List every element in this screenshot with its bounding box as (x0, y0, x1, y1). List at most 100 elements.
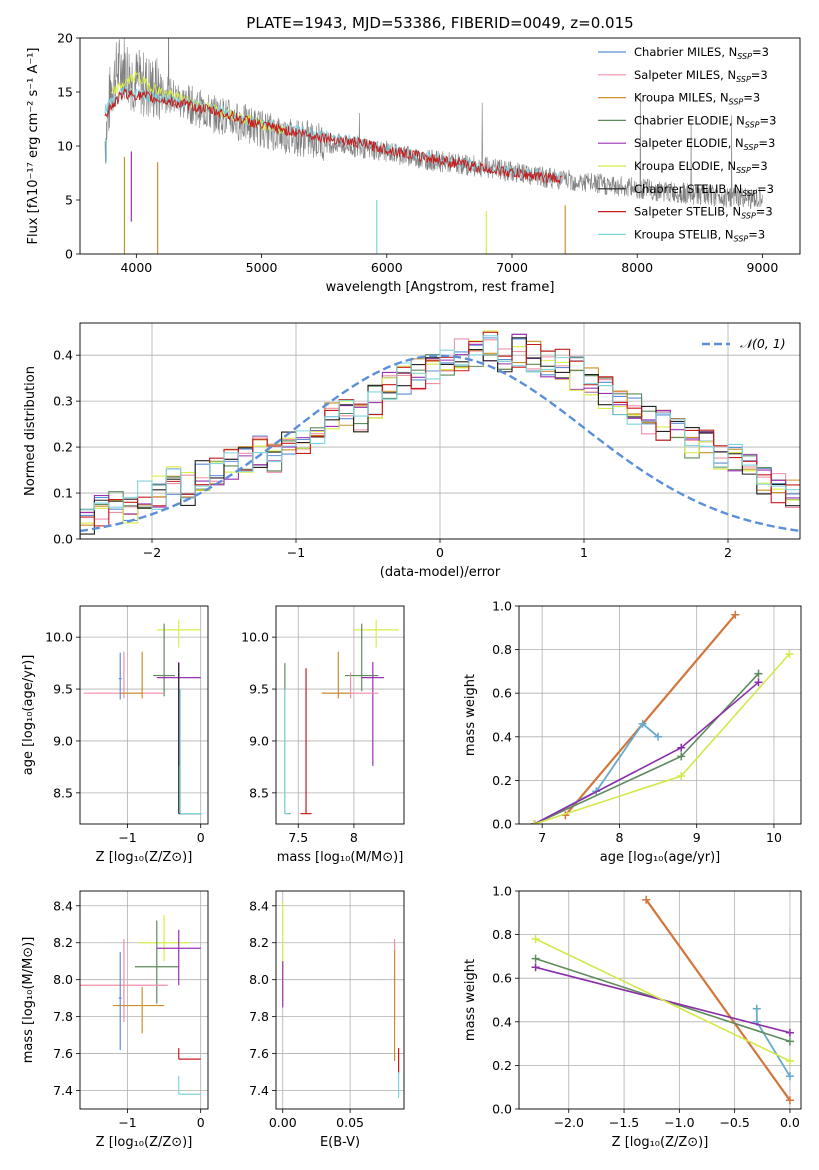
z-vs-mass-panel: −1 0 7.4 7.6 7.8 8.0 8.2 8.4 Z [log₁₀(Z/Z⊙)] mass… (21, 890, 209, 1150)
x-axis-label: Z [log₁₀(Z/Z⊙)] (96, 1135, 193, 1150)
weight-marker (754, 678, 763, 687)
axes-frame (79, 605, 209, 825)
z-vs-weight-panel: −2.0 −1.5 −1.0 −0.5 0.0 0.0 0.2 0.4 0.6 0.8 1.0 Z [… (463, 884, 802, 1150)
errorbar-plot-area (282, 902, 400, 1098)
weight-marker (642, 895, 651, 904)
weight-line (564, 613, 737, 817)
spectrum-plot-area (104, 38, 763, 254)
y-tick-label: 9.0 (249, 733, 269, 748)
y-tick-label: 10 (57, 139, 73, 154)
y-tick-label: 0.2 (492, 773, 512, 788)
y-axis-label: age [log₁₀(age/yr)] (21, 655, 36, 776)
figure-title: PLATE=1943, MJD=53386, FIBERID=0049, z=0… (246, 14, 633, 32)
legend-label: Chabrier STELIB, NSSP=3 (634, 182, 774, 198)
y-axis-label: mass weight (463, 959, 478, 1041)
weight-line (755, 1008, 791, 1077)
age-vs-weight-panel: 7 8 9 10 0.0 0.2 0.4 0.6 0.8 1.0 age [log₁₀(age/yr… (463, 599, 802, 865)
y-tick-label: 8.4 (249, 898, 269, 913)
x-tick-label: 0.0 (780, 1115, 800, 1130)
weight-line (645, 899, 791, 1101)
x-axis-label: Z [log₁₀(Z/Z⊙)] (96, 850, 193, 865)
axes-frame (79, 37, 801, 255)
x-tick-label: −1 (118, 830, 136, 845)
y-tick-label: 1.0 (492, 599, 512, 614)
axes-frame (518, 605, 802, 825)
weight-marker (752, 1004, 761, 1013)
x-tick-label: 5000 (246, 260, 278, 275)
y-tick-label: 7.8 (53, 1009, 73, 1024)
axes-frame (79, 322, 801, 540)
y-tick-label: 0.6 (492, 686, 512, 701)
weight-line (534, 681, 760, 824)
x-tick-label: 10 (766, 830, 782, 845)
y-tick-label: 8.5 (249, 785, 269, 800)
weight-line (534, 653, 790, 824)
x-tick-label: 8000 (621, 260, 653, 275)
y-tick-label: 8.4 (53, 898, 73, 913)
weight-line (534, 722, 659, 824)
x-tick-label: −1 (118, 1115, 136, 1130)
y-tick-label: 9.0 (53, 733, 73, 748)
gaussian-curve (80, 354, 800, 533)
x-tick-label: −1.0 (664, 1115, 694, 1130)
legend-label: Salpeter STELIB, NSSP=3 (634, 205, 773, 221)
x-tick-label: −1.5 (609, 1115, 639, 1130)
y-tick-label: 0.4 (53, 348, 73, 363)
y-axis-label: Flux [fλ10⁻¹⁷ erg cm⁻² s⁻¹ A⁻¹] (26, 48, 41, 245)
x-axis-label: wavelength [Angstrom, rest frame] (326, 280, 555, 295)
weight-marker (531, 963, 540, 972)
legend-label: Salpeter ELODIE, NSSP=3 (634, 136, 775, 152)
legend-label: Kroupa MILES, NSSP=3 (634, 91, 760, 107)
y-tick-label: 9.5 (53, 682, 73, 697)
x-tick-label: 4000 (120, 260, 152, 275)
x-tick-label: −2 (143, 545, 161, 560)
panels: 4000 5000 6000 7000 8000 900005101520waveleng… (21, 31, 802, 1150)
weight-marker (638, 719, 647, 728)
weight-marker (731, 610, 740, 619)
x-tick-label: 1 (580, 545, 588, 560)
observed-spectrum-line (104, 38, 763, 210)
x-tick-label: 7.5 (288, 830, 308, 845)
y-tick-label: 7.4 (53, 1083, 73, 1098)
model-spectrum-line (104, 87, 563, 185)
x-axis-label: age [log₁₀(age/yr)] (600, 850, 721, 865)
legend-label: Kroupa ELODIE, NSSP=3 (634, 159, 768, 175)
x-axis-label: Z [log₁₀(Z/Z⊙)] (612, 1135, 709, 1150)
y-tick-label: 0.2 (53, 440, 73, 455)
weight-line (535, 938, 791, 1062)
y-tick-label: 20 (57, 31, 73, 46)
axes-frame (79, 890, 209, 1110)
x-tick-label: 0.00 (269, 1115, 297, 1130)
errorbar-plot-area (284, 619, 399, 815)
x-tick-label: 9 (693, 830, 701, 845)
legend-label: Chabrier MILES, NSSP=3 (634, 45, 769, 61)
y-tick-label: 0.1 (53, 486, 73, 501)
y-axis-label: Normed distribution (23, 366, 38, 496)
residuals-panel: −2 −1 0 1 2 0.0 0.1 0.2 0.3 0.4 (data-model)/error… (23, 322, 801, 580)
x-tick-label: 0 (197, 1115, 205, 1130)
y-tick-label: 9.5 (249, 682, 269, 697)
z-vs-age-panel: −1 0 8.5 9.0 9.5 10.0 Z [log₁₀(Z/Z⊙)] age [log₁… (21, 605, 209, 865)
x-tick-label: 6000 (371, 260, 403, 275)
weight-marker (654, 732, 663, 741)
x-tick-label: 9000 (747, 260, 779, 275)
weight-marker (785, 1057, 794, 1066)
y-tick-label: 0.4 (492, 1014, 512, 1029)
y-tick-label: 7.8 (249, 1009, 269, 1024)
x-tick-label: 0 (197, 830, 205, 845)
errorbar-plot-area (80, 915, 201, 1095)
weight-marker (677, 772, 686, 781)
y-tick-label: 8.5 (53, 785, 73, 800)
x-axis-label: mass [log₁₀(M/M⊙)] (277, 850, 404, 865)
axes-frame (275, 890, 405, 1110)
x-tick-label: 7 (538, 830, 546, 845)
x-tick-label: 0 (436, 545, 444, 560)
y-tick-label: 7.4 (249, 1083, 269, 1098)
weight-marker (785, 1028, 794, 1037)
weight-marker (785, 1096, 794, 1105)
y-tick-label: 8.0 (249, 972, 269, 987)
x-tick-label: −2.0 (554, 1115, 584, 1130)
ebv-vs-mass-panel: 0.00 0.05 7.4 7.6 7.8 8.0 8.2 8.4 E(B-V) (249, 890, 405, 1150)
residuals-plot-area (80, 330, 800, 539)
weight-marker (754, 669, 763, 678)
